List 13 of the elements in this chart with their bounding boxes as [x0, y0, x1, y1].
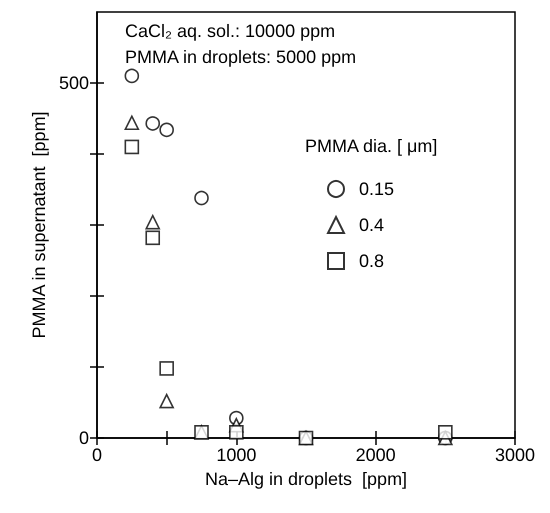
legend-title: PMMA dia. [ μm] — [305, 136, 438, 156]
legend-label: 0.8 — [359, 251, 384, 271]
annotation: CaCl₂ aq. sol.: 10000 ppm — [125, 21, 336, 41]
legend-label: 0.15 — [359, 179, 394, 199]
y-axis-title: PMMA in supernatant [ppm] — [29, 111, 50, 339]
legend-label: 0.4 — [359, 215, 384, 235]
annotation: PMMA in droplets: 5000 ppm — [125, 47, 356, 67]
x-tick-label: 3000 — [494, 445, 536, 465]
x-tick-label: 0 — [92, 445, 102, 465]
x-axis-title: Na–Alg in droplets [ppm] — [204, 469, 408, 489]
y-tick-label: 500 — [58, 73, 89, 93]
x-tick-label: 1000 — [216, 445, 256, 465]
x-tick-label: 2000 — [356, 445, 396, 465]
